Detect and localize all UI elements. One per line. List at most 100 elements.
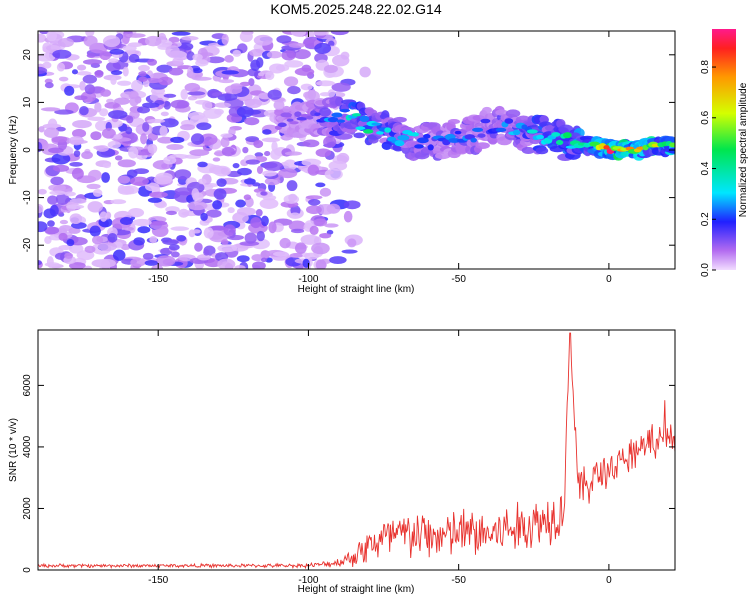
- colorbar-tick-label: 0.4: [700, 161, 711, 175]
- spectrogram-noise-blob: [165, 210, 177, 216]
- spectrogram-noise-blob: [262, 129, 272, 135]
- spectrogram-noise-blob: [191, 67, 203, 74]
- y-tick-label: 0: [22, 567, 33, 573]
- y-tick-label: 20: [22, 49, 33, 61]
- spectrogram-noise-blob: [242, 146, 249, 154]
- spectrogram-noise-blob: [288, 220, 306, 232]
- spectrogram-signal-core: [327, 116, 339, 123]
- colorbar: 0.0 0.2 0.4 0.6 0.8 Normalized spectral ampl…: [700, 29, 749, 277]
- spectrogram-noise-blob: [309, 225, 319, 235]
- y-tick-label: 10: [22, 96, 33, 108]
- spectrogram-noise-blob: [260, 257, 268, 263]
- spectrogram-noise-blob: [58, 76, 69, 82]
- spectrogram-signal-halo: [393, 116, 407, 123]
- spectrogram-noise-blob: [74, 95, 88, 101]
- spectrogram-noise-blob: [149, 235, 158, 244]
- colorbar-ticks: 0.0 0.2 0.4 0.6 0.8: [700, 60, 716, 277]
- spectrogram-noise-blob: [180, 124, 196, 131]
- spectrogram-noise-blob: [306, 205, 322, 215]
- spectrogram-noise-blob: [162, 239, 179, 245]
- spectrogram-signal-core: [411, 132, 420, 137]
- spectrogram-noise-blob: [138, 71, 147, 77]
- spectrogram-noise-blob: [197, 161, 208, 168]
- spectrogram-noise-blob: [163, 101, 171, 110]
- spectrogram-noise-blob: [44, 262, 60, 267]
- spectrogram-noise-blob: [159, 125, 168, 137]
- spectrogram-noise-blob: [192, 229, 201, 234]
- spectrogram-noise-blob: [250, 217, 262, 229]
- spectrogram-noise-blob: [69, 262, 86, 269]
- spectrogram-noise-blob: [245, 159, 261, 165]
- spectrogram-noise-blob: [79, 106, 89, 116]
- spectrogram-noise-blob: [244, 98, 263, 109]
- spectrogram-noise-blob: [71, 128, 87, 138]
- spectrogram-signal-core: [359, 115, 370, 122]
- spectrogram-signal-core: [417, 137, 429, 144]
- spectrogram-noise-blob: [253, 34, 273, 46]
- spectrogram-noise-blob: [72, 119, 92, 129]
- spectrogram-signal-halo: [353, 132, 366, 139]
- spectrogram-noise-blob: [223, 224, 236, 236]
- spectrogram-noise-blob: [89, 225, 101, 237]
- spectrogram-noise-blob: [38, 66, 48, 75]
- spectrogram-noise-blob: [278, 168, 298, 179]
- spectrogram-signal-core: [363, 129, 374, 134]
- spectrogram-noise-blob: [171, 251, 180, 258]
- spectrogram-noise-blob: [256, 230, 265, 242]
- spectrogram-noise-blob: [260, 215, 269, 227]
- spectrogram-noise-blob: [130, 176, 149, 186]
- spectrogram-noise-blob: [51, 152, 71, 165]
- spectrogram-noise-blob: [221, 239, 229, 245]
- spectrogram-signal-core: [526, 129, 538, 134]
- spectrogram-noise-blob: [343, 200, 361, 210]
- spectrogram-signal-core: [470, 137, 477, 143]
- spectrogram-noise-blob: [227, 207, 235, 214]
- spectrogram-noise-blob: [189, 149, 210, 157]
- spectrogram-noise-blob: [163, 156, 177, 165]
- spectrogram-signal-halo: [475, 142, 490, 149]
- spectrogram-noise-blob: [96, 258, 116, 268]
- spectrogram-noise-blob: [217, 258, 236, 269]
- spectrogram-noise-blob: [170, 226, 190, 231]
- spectrogram-noise-blob: [232, 163, 240, 169]
- spectrogram-noise-blob: [133, 168, 150, 175]
- spectrogram-noise-blob: [117, 80, 132, 86]
- spectrogram-noise-blob: [279, 237, 291, 249]
- spectrogram-noise-blob: [54, 109, 74, 115]
- spectrogram-signal-halo: [282, 105, 291, 113]
- spectrogram-noise-blob: [268, 221, 277, 234]
- spectrogram-noise-blob: [199, 133, 218, 146]
- spectrogram-noise-blob: [305, 195, 323, 200]
- spectrogram-noise-blob: [43, 208, 56, 219]
- spectrogram-noise-blob: [234, 265, 246, 269]
- spectrogram-noise-blob: [331, 82, 351, 92]
- y-tick-label: -10: [22, 190, 33, 205]
- spectrogram-signal-core: [376, 131, 384, 135]
- spectrogram-noise-blob: [272, 251, 289, 257]
- spectrogram-noise-blob: [218, 79, 235, 84]
- spectrogram-noise-blob: [316, 204, 336, 215]
- spectrogram-noise-blob: [224, 55, 234, 63]
- x-tick-label: -150: [148, 274, 168, 285]
- spectrogram-noise-blob: [38, 188, 47, 195]
- spectrogram-noise-blob: [110, 70, 123, 76]
- spectrogram-noise-blob: [262, 170, 277, 177]
- spectrogram-signal-core: [280, 112, 293, 118]
- spectrogram-noise-blob: [138, 64, 150, 72]
- spectrogram-noise-blob: [257, 72, 265, 77]
- spectrogram-noise-blob: [122, 45, 137, 52]
- spectrogram-noise-blob: [181, 36, 199, 41]
- spectrogram-noise-blob: [288, 42, 306, 48]
- spectrogram-noise-blob: [123, 226, 134, 231]
- spectrogram-noise-blob: [42, 61, 52, 69]
- spectrogram-noise-blob: [220, 133, 234, 138]
- spectrogram-noise-blob: [113, 97, 130, 105]
- spectrogram-noise-blob: [38, 221, 48, 233]
- x-tick-label: -100: [298, 274, 318, 285]
- spectrogram-noise-blob: [203, 108, 222, 119]
- spectrogram-noise-blob: [92, 189, 103, 197]
- spectrogram-noise-blob: [44, 226, 60, 235]
- spectrogram-noise-blob: [191, 115, 201, 120]
- spectrogram-signal-core: [536, 134, 545, 140]
